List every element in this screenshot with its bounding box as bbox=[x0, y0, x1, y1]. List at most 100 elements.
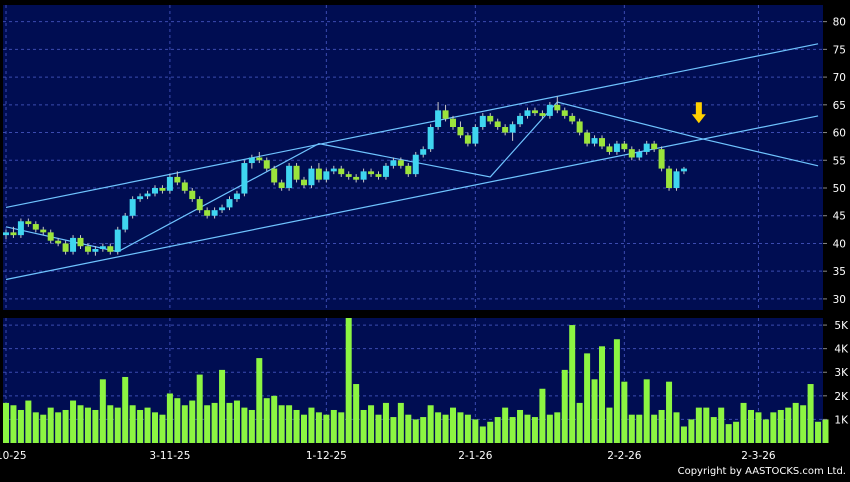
candle-up bbox=[152, 188, 158, 194]
volume-bar bbox=[338, 412, 345, 443]
volume-bar bbox=[755, 412, 762, 443]
candle-up bbox=[382, 165, 389, 177]
volume-bar bbox=[77, 405, 84, 443]
volume-tick-label: 5K bbox=[834, 320, 849, 332]
volume-bar bbox=[226, 402, 233, 443]
candle-up bbox=[17, 221, 24, 236]
candle-up bbox=[613, 143, 620, 152]
volume-bar bbox=[107, 405, 114, 443]
volume-bar bbox=[606, 407, 613, 443]
candle-down bbox=[263, 160, 270, 169]
volume-bar bbox=[546, 414, 553, 443]
candle-up bbox=[390, 160, 397, 166]
sell-signal-arrow-icon bbox=[691, 102, 706, 124]
candle-down bbox=[32, 224, 39, 230]
candle-up bbox=[673, 171, 680, 188]
volume-bar bbox=[25, 400, 32, 443]
volume-bar bbox=[92, 409, 99, 443]
volume-bar bbox=[360, 409, 367, 443]
volume-bar bbox=[219, 369, 226, 443]
volume-bar bbox=[40, 414, 47, 443]
volume-bar bbox=[494, 417, 501, 443]
volume-bar bbox=[435, 412, 442, 443]
volume-bar bbox=[122, 376, 129, 443]
volume-bar bbox=[233, 400, 240, 443]
volume-bar bbox=[256, 358, 263, 443]
volume-bar bbox=[807, 384, 814, 443]
date-tick-label: 1-12-25 bbox=[306, 450, 347, 462]
volume-bar bbox=[3, 402, 9, 443]
candle-up bbox=[591, 138, 598, 144]
price-tick-label: 65 bbox=[833, 100, 846, 112]
volume-tick-label: 3K bbox=[834, 367, 849, 379]
volume-tick-label: 1K bbox=[834, 414, 849, 426]
candle-up bbox=[99, 246, 106, 249]
volume-bar bbox=[748, 409, 754, 443]
candle-up bbox=[3, 232, 9, 236]
candle-down bbox=[584, 132, 591, 144]
volume-bar bbox=[114, 407, 121, 443]
volume-bar bbox=[293, 409, 300, 443]
price-tick-label: 75 bbox=[833, 44, 846, 56]
volume-bar bbox=[561, 369, 568, 443]
volume-bar bbox=[450, 407, 456, 443]
candle-down bbox=[450, 118, 456, 127]
candle-down bbox=[256, 157, 263, 161]
candle-up bbox=[241, 163, 248, 194]
volume-bar bbox=[412, 419, 419, 443]
volume-bar bbox=[710, 417, 717, 443]
candle-up bbox=[122, 215, 129, 230]
candle-down bbox=[457, 127, 464, 136]
volume-bar bbox=[680, 426, 687, 443]
date-tick-label: 2-10-25 bbox=[0, 450, 26, 462]
candle-down bbox=[196, 199, 203, 211]
candlesticks bbox=[3, 96, 687, 256]
candle-down bbox=[77, 237, 84, 247]
volume-bar bbox=[263, 398, 270, 443]
candle-down bbox=[301, 179, 307, 186]
candle-up bbox=[248, 157, 255, 164]
volume-bar bbox=[531, 417, 538, 443]
candle-up bbox=[308, 168, 315, 186]
candle-up bbox=[546, 104, 553, 116]
candle-down bbox=[353, 176, 360, 180]
candle-down bbox=[315, 168, 322, 180]
volume-bar bbox=[390, 417, 397, 443]
candle-up bbox=[636, 151, 643, 158]
volume-bar bbox=[613, 339, 620, 443]
volume-bar bbox=[569, 325, 576, 443]
volume-bar bbox=[152, 412, 158, 443]
volume-bar bbox=[17, 409, 24, 443]
volume-bar bbox=[442, 414, 449, 443]
candle-down bbox=[531, 110, 538, 114]
volume-bar bbox=[315, 412, 322, 443]
candle-down bbox=[293, 165, 300, 180]
candle-down bbox=[606, 146, 613, 152]
volume-bar bbox=[800, 405, 807, 443]
candle-down bbox=[62, 243, 69, 252]
candle-up bbox=[472, 127, 479, 144]
volume-bar bbox=[159, 414, 166, 443]
candle-down bbox=[651, 143, 658, 150]
candle-up bbox=[233, 193, 240, 200]
candle-down bbox=[576, 121, 583, 133]
volume-bar bbox=[241, 407, 248, 443]
candle-up bbox=[114, 229, 121, 252]
down-arrow-marker bbox=[691, 102, 706, 124]
volume-bar bbox=[666, 381, 673, 443]
volume-bar bbox=[762, 419, 769, 443]
volume-bar bbox=[196, 374, 203, 443]
volume-bar bbox=[688, 419, 695, 443]
volume-tick-label: 2K bbox=[834, 391, 849, 403]
candle-down bbox=[397, 160, 404, 166]
volume-bar bbox=[129, 405, 136, 443]
candle-down bbox=[174, 176, 181, 183]
volume-bar bbox=[584, 353, 591, 443]
volume-bar bbox=[166, 393, 173, 443]
volume-bar bbox=[211, 402, 218, 443]
candle-up bbox=[479, 115, 486, 127]
candle-down bbox=[487, 115, 494, 122]
candle-up bbox=[286, 165, 293, 188]
volume-bars bbox=[3, 318, 829, 443]
